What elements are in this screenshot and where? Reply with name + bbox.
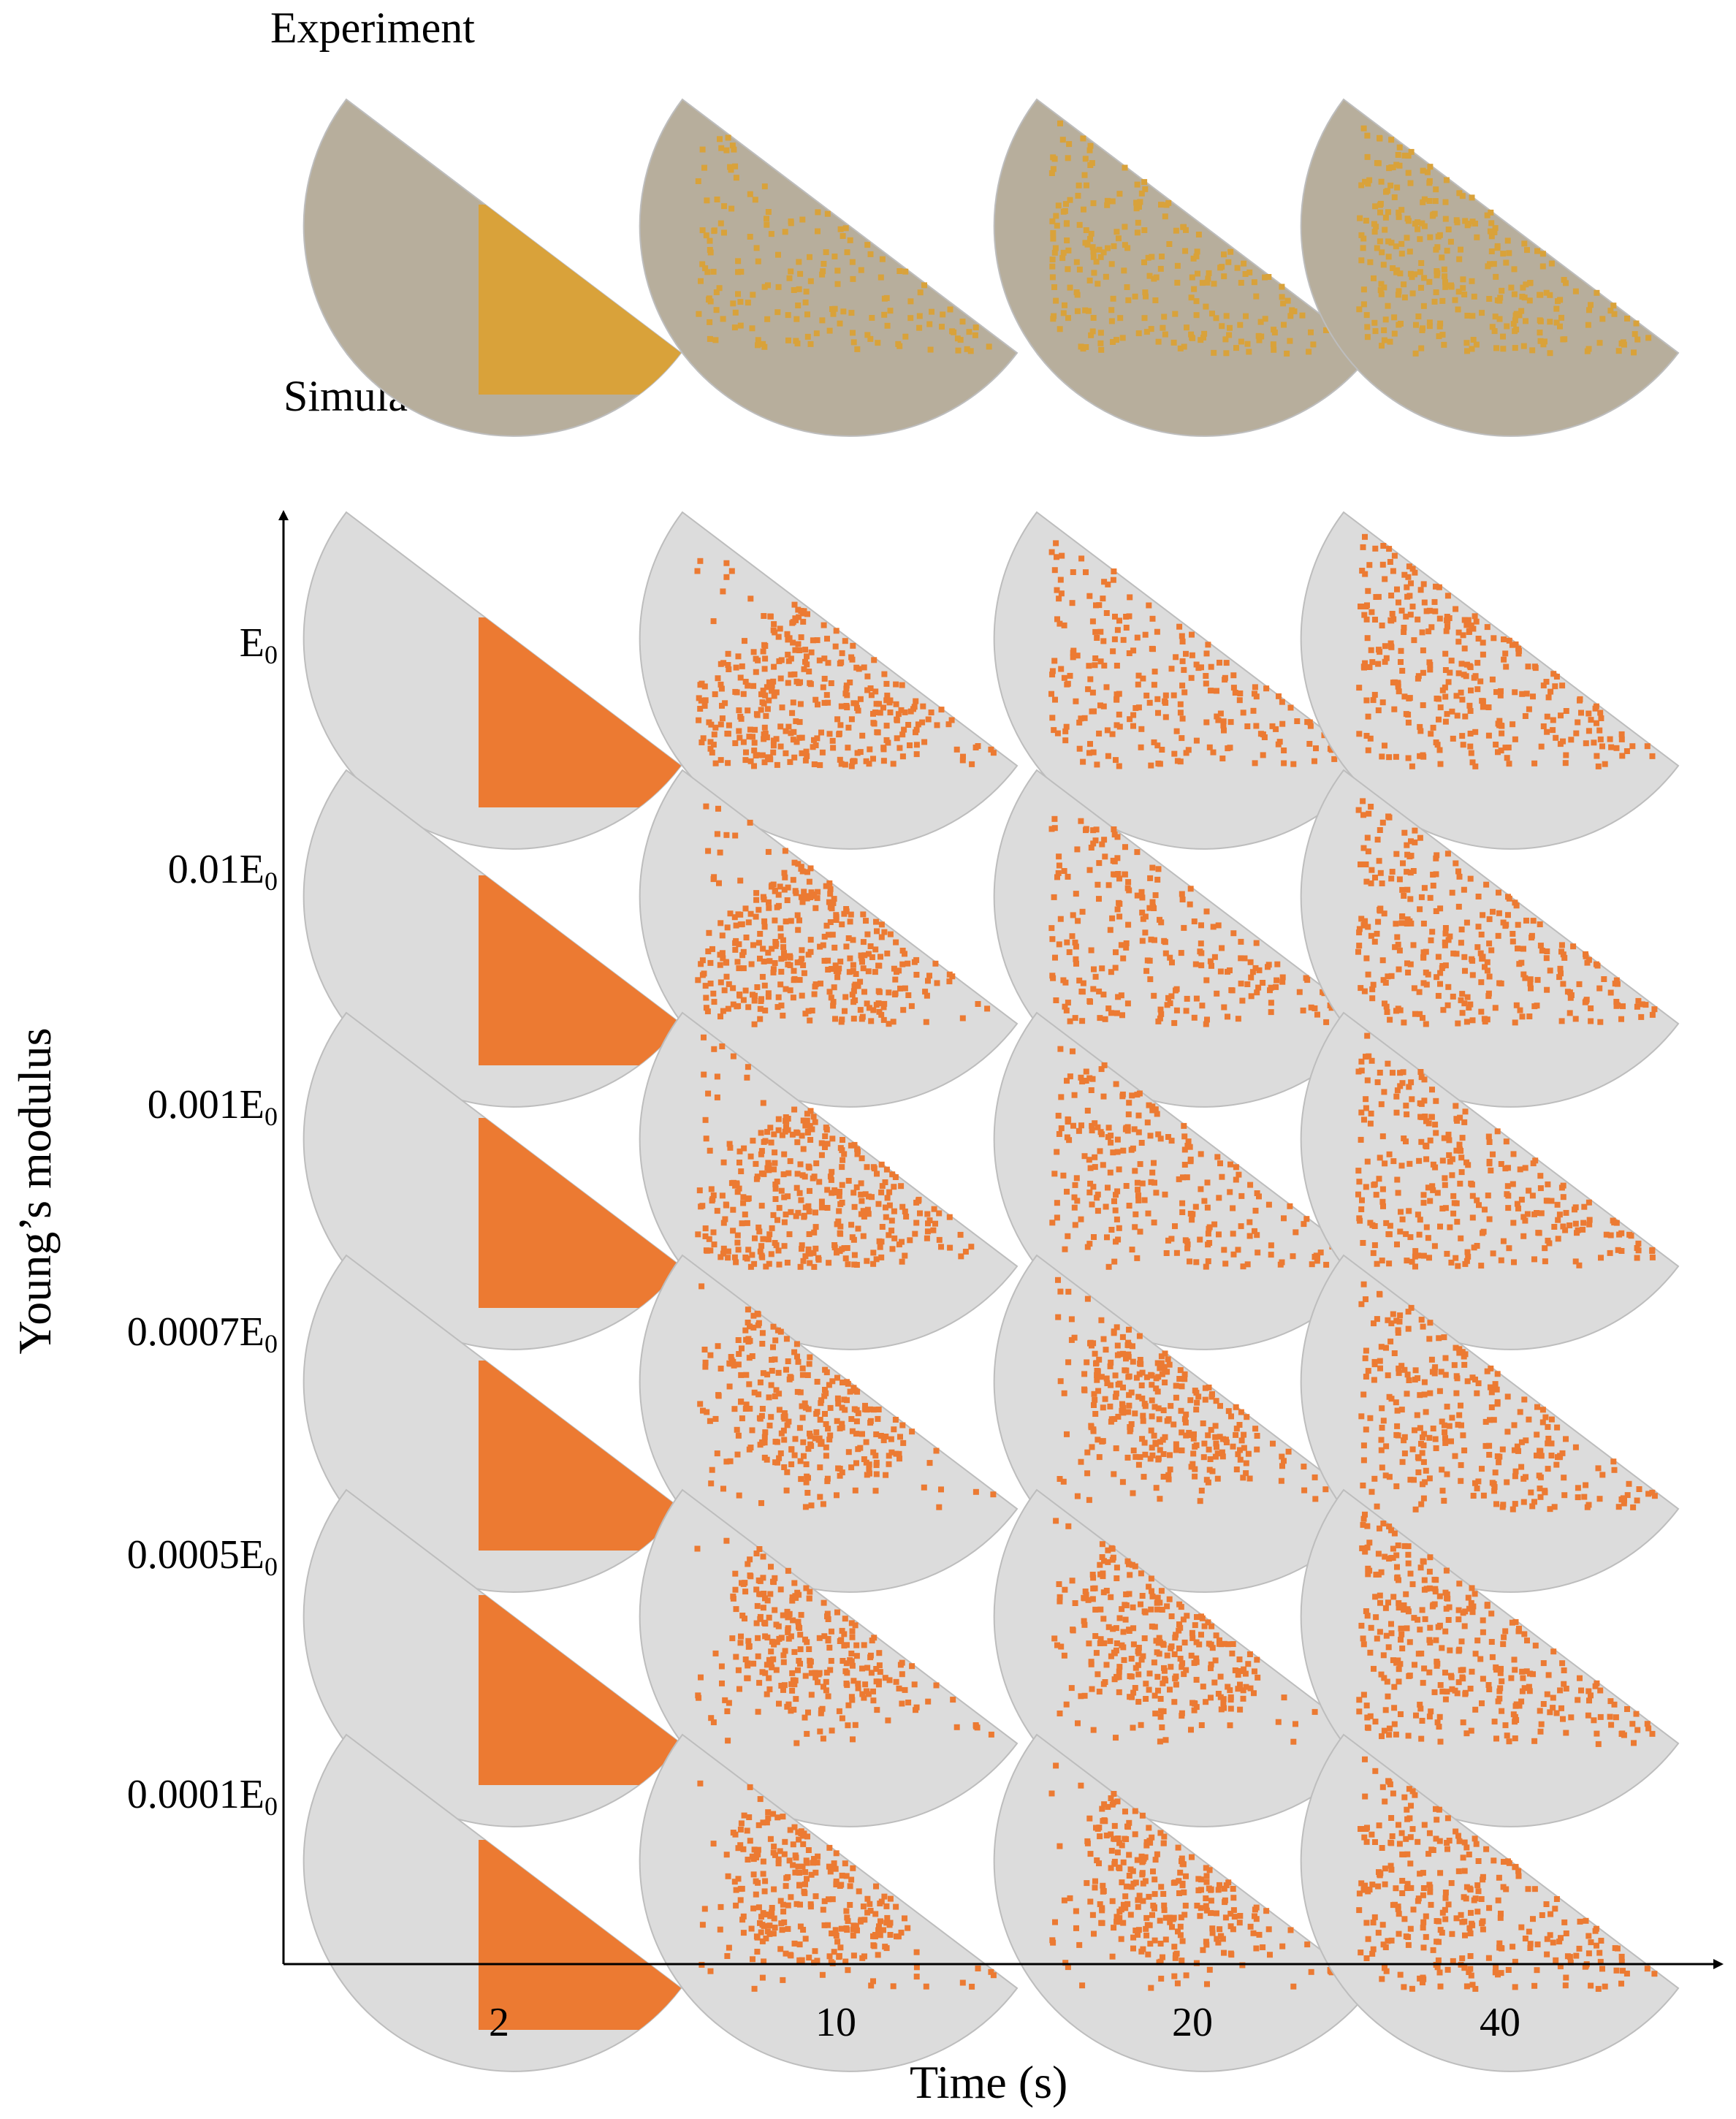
row-label-prefix: 0.001 bbox=[147, 1082, 240, 1127]
row-label-symbol: E bbox=[239, 620, 264, 666]
row-label: 0.01E0 bbox=[168, 849, 278, 894]
row-label: 0.0005E0 bbox=[127, 1534, 278, 1580]
row-label-symbol: E bbox=[239, 1532, 264, 1578]
row-label-symbol: E bbox=[239, 1082, 264, 1127]
row-label-subscript: 0 bbox=[264, 867, 278, 896]
simulation-panel bbox=[1300, 769, 1680, 1108]
x-axis-title: Time (s) bbox=[910, 2056, 1068, 2108]
simulation-panel bbox=[639, 511, 1019, 850]
row-label: E0 bbox=[240, 623, 278, 668]
row-label-symbol: E bbox=[239, 1772, 264, 1817]
simulation-panel bbox=[639, 1488, 1019, 1827]
simulation-panel bbox=[302, 769, 682, 1108]
simulation-panel bbox=[1300, 1011, 1680, 1350]
column-label: 40 bbox=[1480, 2000, 1520, 2045]
simulation-panel bbox=[993, 1733, 1373, 2072]
row-label-subscript: 0 bbox=[264, 1102, 278, 1131]
row-label-symbol: E bbox=[239, 1309, 264, 1355]
row-label-subscript: 0 bbox=[264, 1792, 278, 1821]
simulation-panel bbox=[993, 1488, 1373, 1827]
simulation-panel bbox=[639, 1254, 1019, 1593]
row-label-prefix: 0.0001 bbox=[126, 1772, 240, 1817]
row-label-prefix: 0.0005 bbox=[126, 1532, 240, 1578]
row-label-prefix: 0.01 bbox=[167, 847, 240, 892]
experiment-heading: Experiment bbox=[270, 4, 475, 52]
row-label: 0.0001E0 bbox=[127, 1774, 278, 1819]
experiment-panel bbox=[639, 98, 1019, 437]
simulation-panel bbox=[1300, 1733, 1680, 2072]
simulation-panel bbox=[993, 511, 1373, 850]
simulation-panel bbox=[1300, 1254, 1680, 1593]
simulation-panel bbox=[993, 769, 1373, 1108]
row-label: 0.0007E0 bbox=[127, 1312, 278, 1357]
row-label-subscript: 0 bbox=[264, 1552, 278, 1581]
row-label-symbol: E bbox=[239, 847, 264, 892]
experiment-panel bbox=[993, 98, 1373, 437]
experiment-panel bbox=[302, 98, 682, 437]
row-label-subscript: 0 bbox=[264, 1329, 278, 1358]
row-label-prefix: 0.0007 bbox=[126, 1309, 240, 1355]
column-label: 20 bbox=[1172, 2000, 1213, 2045]
simulation-panel bbox=[993, 1011, 1373, 1350]
simulation-panel bbox=[639, 1011, 1019, 1350]
y-axis-title: Young’s modulus bbox=[9, 1027, 61, 1355]
simulation-panel bbox=[639, 1733, 1019, 2072]
column-label: 2 bbox=[489, 2000, 509, 2045]
simulation-panel bbox=[1300, 1488, 1680, 1827]
row-label-subscript: 0 bbox=[264, 640, 278, 669]
simulation-panel bbox=[639, 769, 1019, 1108]
simulation-panel bbox=[302, 1254, 682, 1593]
row-label: 0.001E0 bbox=[148, 1084, 278, 1130]
column-label: 10 bbox=[815, 2000, 856, 2045]
experiment-panel bbox=[1300, 98, 1680, 437]
